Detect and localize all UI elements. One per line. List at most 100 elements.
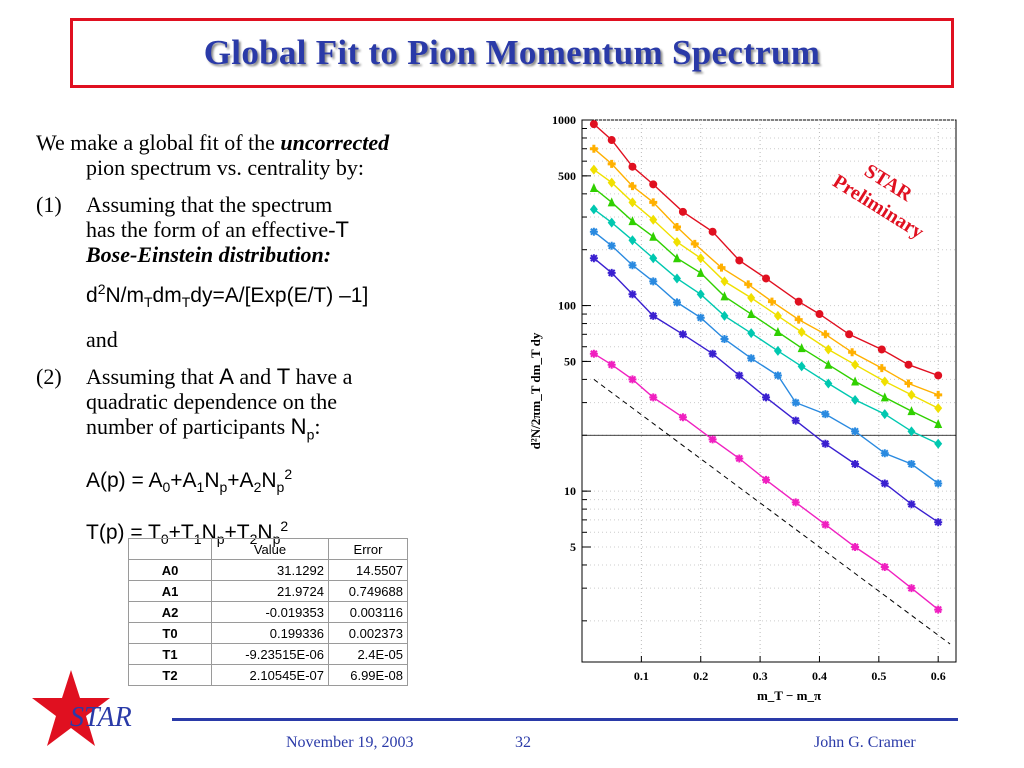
data-point [851,376,860,386]
data-point [607,217,616,228]
data-point [762,475,771,484]
data-point [880,449,889,458]
data-point [773,345,782,356]
data-point [607,360,616,369]
data-point [824,359,833,369]
param-name: A1 [128,580,212,602]
data-point [696,313,705,322]
item1-line2: has the form of an effective-T [86,217,349,242]
data-point [773,327,782,337]
table-header [128,538,212,560]
footer-date: November 19, 2003 [286,734,414,751]
fa-head: A(p) = A [86,468,163,492]
item1-T: T [335,217,349,242]
f1-g: dy=A/[Exp(E/T) –1] [190,284,369,307]
tick-label-x: 0.1 [634,669,649,683]
data-point [628,162,637,171]
data-point [720,335,729,344]
data-point [708,227,717,236]
data-point [877,364,886,373]
footer-page-number: 32 [515,734,531,751]
intro-line1: We make a global fit of the uncorrected [36,130,516,155]
data-point [747,309,756,319]
data-point [628,290,637,299]
item2-body: Assuming that A and T have a quadratic d… [86,364,352,447]
data-point [851,394,860,405]
data-point [628,261,637,270]
data-point [628,375,637,384]
item-1: (1) Assuming that the spectrum has the f… [36,192,516,267]
data-point [821,410,830,419]
tick-label-y: 10 [564,484,576,498]
intro-emphasis: uncorrected [280,130,390,155]
data-point [815,310,824,319]
data-point [791,498,800,507]
f1-c: N/m [105,284,144,307]
param-error: 14.5507 [328,559,408,581]
item2-T: T [276,364,291,390]
data-point [628,182,637,191]
data-point [845,330,854,339]
formula-A: A(p) = A0+A1Np+A2Np2 [36,462,516,500]
data-point [904,360,913,369]
data-point [628,197,637,208]
data-point [607,241,616,250]
data-point [649,311,658,320]
table-header-row: Value Error [128,538,408,560]
data-point [824,344,833,355]
f1-e: dm [152,284,182,307]
data-point [747,328,756,339]
data-point [794,315,803,324]
data-point [696,289,705,300]
param-value: 2.10545E-07 [211,664,329,686]
data-point [649,180,658,189]
ft-sup: 2 [280,517,289,534]
data-point [851,460,860,469]
data-point [907,406,916,416]
fa-sp2: p [276,478,285,495]
fa-sup: 2 [284,465,293,482]
data-point [589,120,598,129]
data-point [907,460,916,469]
item1-bose-einstein: Bose-Einstein distribution: [86,242,332,267]
x-axis-label: m_T − m_π [757,688,821,703]
data-point [767,297,776,306]
data-point [607,159,616,168]
param-error: 0.003116 [328,601,408,623]
data-point [690,239,699,248]
data-point [589,183,598,193]
data-point [672,273,681,284]
table-row: T1 -9.23515E-06 2.4E-05 [128,643,408,665]
fa-n1: N [204,468,220,492]
data-point [794,297,803,306]
data-point [607,197,616,207]
item-2: (2) Assuming that A and T have a quadrat… [36,364,516,447]
param-name: T1 [128,643,212,665]
data-point [672,253,681,263]
param-name: A0 [128,559,212,581]
data-point [607,268,616,277]
data-point [880,392,889,402]
data-point [797,361,806,372]
star-logo-icon [32,670,110,746]
data-point [907,584,916,593]
data-point [934,518,943,527]
data-point [773,310,782,321]
data-point [672,237,681,248]
footer-author: John G. Cramer [814,734,916,751]
data-point [696,253,705,264]
data-point [649,253,658,264]
data-point [649,277,658,286]
param-value: -9.23515E-06 [211,643,329,665]
data-point [880,409,889,420]
fa-s1: 1 [196,478,205,495]
text-block: We make a global fit of the uncorrected … [36,130,516,552]
f1-f: T [181,294,191,311]
param-name: T2 [128,664,212,686]
data-point [797,343,806,353]
data-point [696,267,705,277]
data-point [678,207,687,216]
data-point [589,144,598,153]
param-name: T0 [128,622,212,644]
data-point [678,413,687,422]
